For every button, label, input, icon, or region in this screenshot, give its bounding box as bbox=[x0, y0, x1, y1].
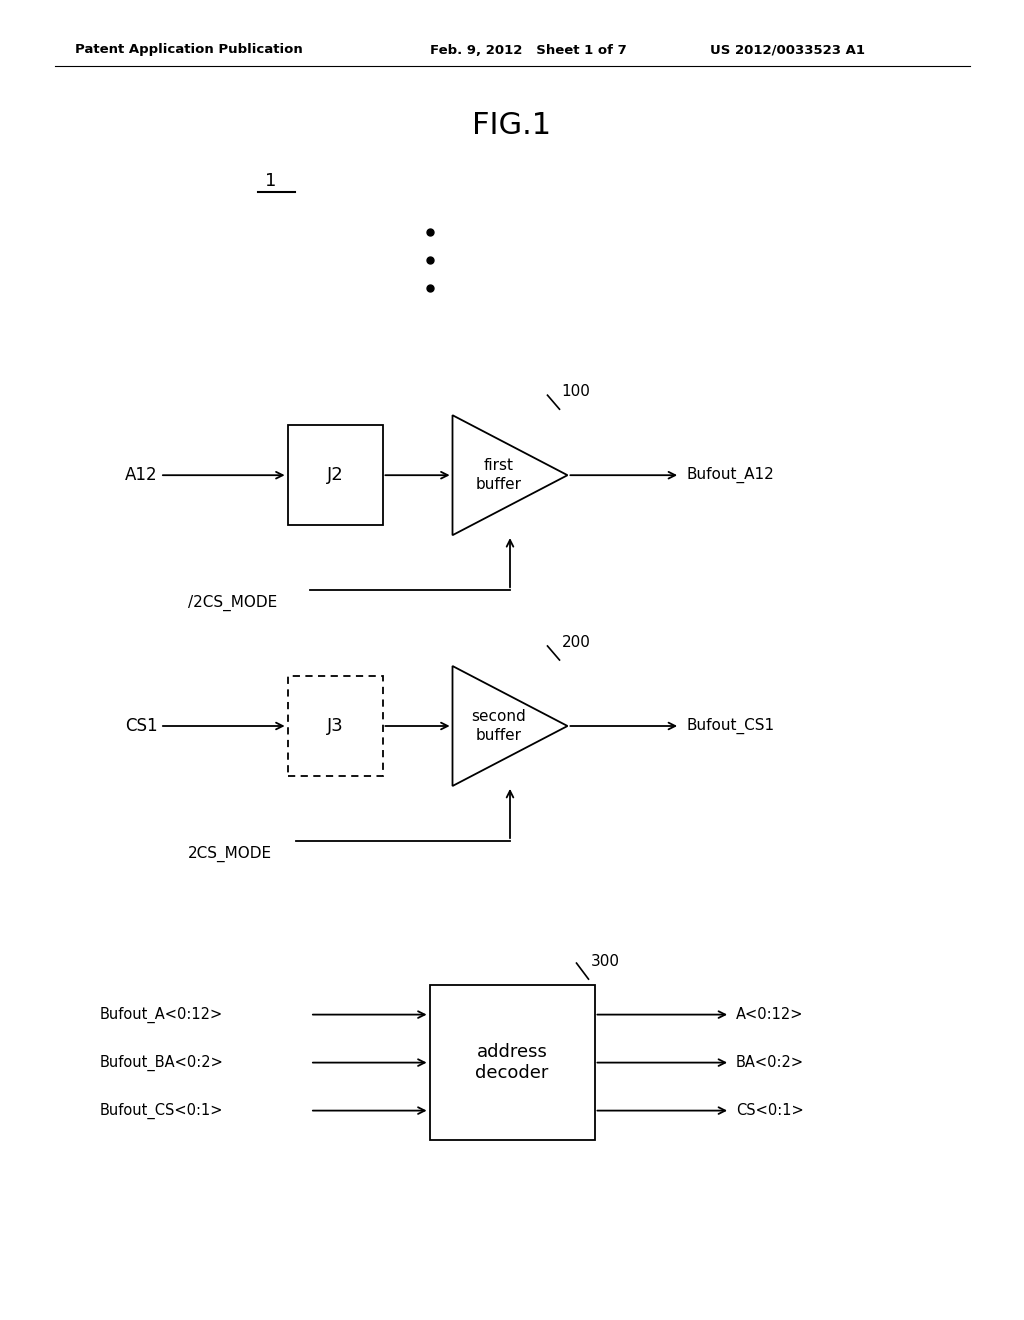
Text: Bufout_CS<0:1>: Bufout_CS<0:1> bbox=[100, 1102, 223, 1119]
Text: 100: 100 bbox=[561, 384, 591, 399]
Text: address
decoder: address decoder bbox=[475, 1043, 549, 1082]
Text: CS<0:1>: CS<0:1> bbox=[736, 1104, 804, 1118]
Text: 300: 300 bbox=[591, 954, 620, 969]
Bar bbox=[429, 985, 595, 1140]
Bar bbox=[288, 676, 383, 776]
Text: Patent Application Publication: Patent Application Publication bbox=[75, 44, 303, 57]
Text: Feb. 9, 2012   Sheet 1 of 7: Feb. 9, 2012 Sheet 1 of 7 bbox=[430, 44, 627, 57]
Text: CS1: CS1 bbox=[125, 717, 158, 735]
Text: 2CS_MODE: 2CS_MODE bbox=[188, 846, 272, 862]
Text: /2CS_MODE: /2CS_MODE bbox=[188, 595, 278, 611]
Text: first
buffer: first buffer bbox=[475, 458, 521, 492]
Text: US 2012/0033523 A1: US 2012/0033523 A1 bbox=[710, 44, 865, 57]
Bar bbox=[288, 425, 383, 525]
Text: Bufout_BA<0:2>: Bufout_BA<0:2> bbox=[100, 1055, 224, 1071]
Text: 200: 200 bbox=[561, 635, 591, 649]
Text: BA<0:2>: BA<0:2> bbox=[736, 1055, 804, 1071]
Text: Bufout_A12: Bufout_A12 bbox=[686, 467, 774, 483]
Text: J3: J3 bbox=[327, 717, 343, 735]
Text: A<0:12>: A<0:12> bbox=[736, 1007, 804, 1022]
Text: Bufout_CS1: Bufout_CS1 bbox=[686, 718, 774, 734]
Text: J2: J2 bbox=[327, 466, 343, 484]
Text: Bufout_A<0:12>: Bufout_A<0:12> bbox=[100, 1006, 223, 1023]
Text: second
buffer: second buffer bbox=[471, 709, 526, 743]
Text: FIG.1: FIG.1 bbox=[472, 111, 552, 140]
Text: 1: 1 bbox=[265, 172, 276, 190]
Text: A12: A12 bbox=[125, 466, 158, 484]
